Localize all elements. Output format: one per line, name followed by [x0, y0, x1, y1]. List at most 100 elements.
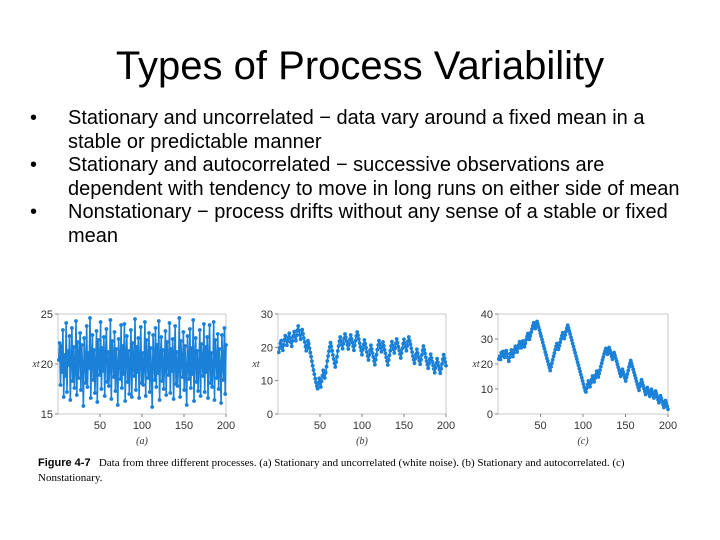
data-point	[390, 339, 394, 344]
data-point	[395, 340, 400, 345]
data-point	[439, 366, 444, 371]
data-point	[584, 386, 589, 391]
data-point	[577, 366, 582, 371]
data-point	[550, 361, 554, 366]
data-point	[114, 347, 119, 351]
data-point	[290, 339, 295, 343]
data-point	[630, 364, 635, 369]
caption-label: Figure 4-7	[38, 457, 91, 469]
data-point	[172, 354, 177, 358]
data-point	[502, 355, 507, 360]
data-point	[174, 350, 179, 354]
data-point	[557, 343, 562, 348]
data-point	[183, 368, 188, 372]
data-point	[421, 344, 426, 348]
data-point	[64, 321, 69, 325]
data-point	[522, 344, 527, 349]
data-point	[130, 341, 135, 345]
x-tick-label: 100	[574, 420, 592, 432]
data-point	[505, 352, 509, 356]
data-point	[68, 398, 73, 402]
data-point	[214, 356, 219, 360]
y-tick-label: 20	[41, 359, 53, 371]
data-point	[335, 354, 339, 359]
data-point	[542, 346, 547, 351]
data-point	[153, 326, 158, 330]
data-point	[548, 368, 553, 373]
data-point	[578, 369, 582, 374]
data-point	[563, 333, 568, 337]
data-point	[152, 378, 157, 382]
data-point	[588, 384, 592, 389]
data-point	[123, 399, 128, 403]
data-point	[529, 330, 534, 335]
data-point	[154, 385, 159, 389]
data-point	[632, 370, 636, 375]
data-point	[574, 354, 578, 358]
data-point	[155, 343, 160, 347]
data-point	[97, 373, 102, 377]
data-point	[167, 321, 172, 325]
data-point	[297, 328, 301, 333]
data-point	[385, 363, 390, 367]
data-point	[324, 364, 329, 369]
data-point	[122, 322, 127, 326]
x-tick-label: 150	[616, 420, 634, 432]
y-tick-label: 40	[481, 309, 493, 321]
data-point	[344, 339, 349, 344]
data-point	[70, 379, 75, 383]
data-point	[73, 367, 78, 371]
data-point	[584, 390, 588, 394]
data-point	[597, 371, 602, 376]
data-point	[93, 364, 98, 368]
data-point	[549, 364, 553, 369]
data-point	[56, 358, 61, 362]
x-tick-label: 100	[353, 420, 371, 432]
data-point	[107, 365, 112, 369]
data-point	[189, 346, 194, 350]
data-point	[562, 336, 567, 341]
data-point	[535, 322, 540, 326]
data-point	[613, 356, 618, 361]
data-point	[160, 379, 165, 383]
data-point	[614, 359, 619, 364]
data-point	[402, 341, 407, 345]
bullet-marker: •	[30, 107, 38, 129]
data-point	[180, 375, 185, 379]
data-point	[301, 331, 305, 336]
data-point	[61, 328, 65, 332]
data-point	[103, 354, 108, 358]
y-tick-label: 20	[261, 342, 273, 354]
data-point	[634, 379, 639, 384]
data-point	[120, 344, 125, 348]
data-point	[556, 347, 561, 352]
data-point	[340, 346, 345, 351]
data-point	[388, 348, 393, 353]
data-point	[625, 372, 630, 376]
data-point	[218, 367, 223, 371]
data-point	[335, 349, 340, 353]
data-point	[662, 405, 666, 410]
data-point	[220, 359, 225, 363]
data-point	[575, 360, 580, 365]
data-point	[179, 358, 184, 362]
data-point	[635, 382, 640, 387]
data-point	[113, 389, 118, 393]
data-point	[546, 362, 551, 367]
data-point	[217, 347, 222, 351]
data-point	[383, 351, 388, 356]
data-point	[285, 339, 290, 344]
data-point	[411, 354, 415, 358]
data-point	[60, 370, 64, 374]
data-point	[632, 373, 637, 378]
data-point	[393, 346, 397, 351]
data-point	[63, 374, 68, 378]
data-point	[637, 388, 641, 393]
data-point	[165, 359, 170, 363]
x-tick-label: 50	[94, 420, 106, 432]
x-tick-label: 200	[437, 420, 455, 432]
data-point	[98, 320, 103, 324]
data-point	[416, 355, 421, 359]
data-point	[307, 346, 312, 351]
